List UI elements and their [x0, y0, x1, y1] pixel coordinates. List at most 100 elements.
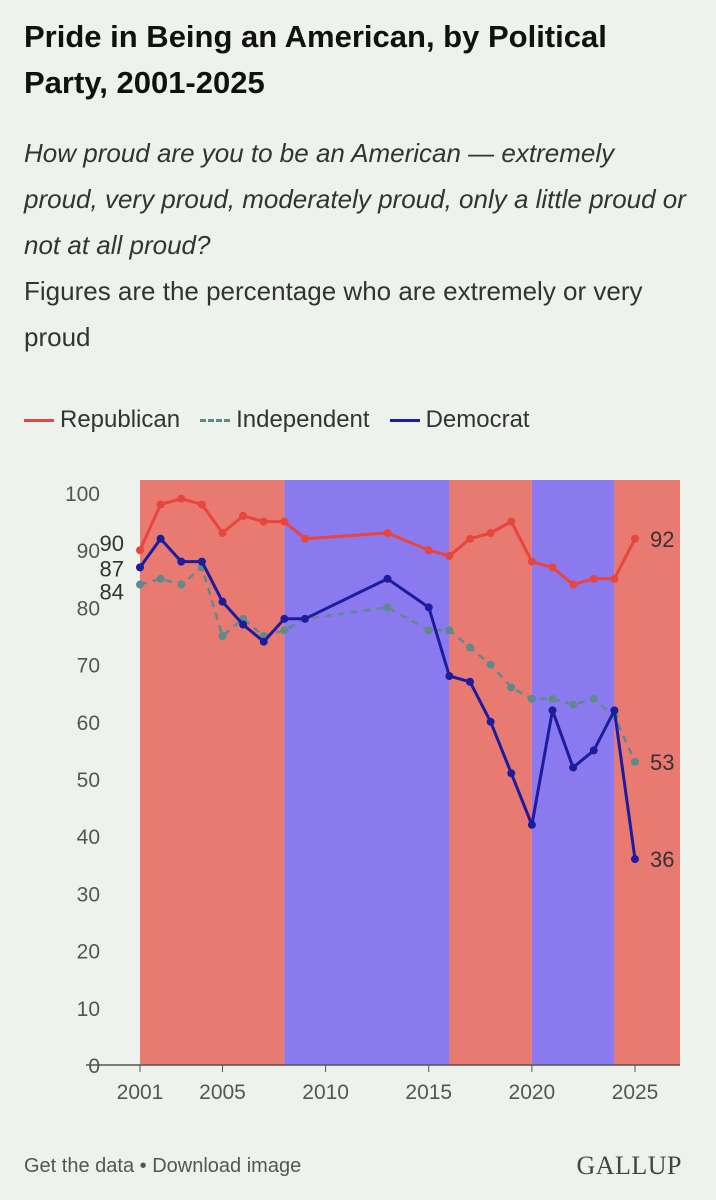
- end-label-independent: 53: [650, 750, 674, 775]
- data-point-democrat-2007: [259, 637, 268, 646]
- data-point-republican-2004: [197, 500, 206, 509]
- end-label-republican: 92: [650, 527, 674, 552]
- data-point-independent-2008: [280, 626, 289, 635]
- data-point-democrat-2009: [301, 614, 309, 623]
- y-tick-label-80: 80: [77, 597, 100, 620]
- get-data-link[interactable]: Get the data: [24, 1155, 135, 1177]
- data-point-republican-2016: [445, 551, 454, 560]
- data-point-republican-2002: [156, 500, 165, 509]
- data-point-democrat-2005: [218, 597, 227, 606]
- gallup-logo[interactable]: GALLUP: [576, 1151, 682, 1180]
- data-point-independent-2023: [589, 694, 598, 703]
- y-tick-label-20: 20: [77, 941, 100, 964]
- chart-title: Pride in Being an American, by Political…: [24, 19, 607, 100]
- data-point-independent-2019: [507, 683, 516, 692]
- legend-item-independent[interactable]: Independent: [200, 406, 370, 434]
- data-point-independent-2005: [218, 632, 227, 640]
- chart-note: Figures are the percentage who are extre…: [24, 276, 643, 352]
- data-point-democrat-2013: [383, 574, 392, 583]
- data-point-independent-2013: [383, 603, 392, 612]
- y-tick-label-10: 10: [77, 998, 100, 1021]
- data-point-democrat-2025: [631, 855, 639, 864]
- end-label-democrat: 36: [650, 847, 674, 872]
- x-tick-label-2010: 2010: [302, 1081, 349, 1104]
- data-point-democrat-2003: [177, 557, 186, 566]
- download-image-link[interactable]: Download image: [152, 1155, 302, 1177]
- data-point-republican-2013: [383, 529, 392, 538]
- background-band-2: [449, 480, 532, 1065]
- data-point-republican-2008: [280, 517, 289, 526]
- data-point-republican-2024: [610, 574, 619, 583]
- data-point-republican-2019: [507, 517, 516, 526]
- y-tick-label-50: 50: [77, 769, 100, 792]
- series-republican: [136, 494, 639, 589]
- legend-item-democrat[interactable]: Democrat: [389, 406, 530, 434]
- data-point-democrat-2024: [610, 706, 619, 715]
- y-tick-label-90: 90: [77, 540, 100, 563]
- data-point-republican-2007: [259, 517, 268, 526]
- background-band-0: [140, 480, 285, 1065]
- data-point-independent-2021: [548, 694, 557, 703]
- y-tick-label-30: 30: [77, 883, 100, 906]
- data-point-democrat-2002: [156, 534, 165, 543]
- line-chart: 0 10 20 30 40 50 60 70 80 90 100 2001 2005 2010 2015 20…: [65, 480, 680, 1104]
- legend-item-republican[interactable]: Republican: [24, 406, 180, 434]
- y-tick-label-40: 40: [77, 826, 100, 849]
- data-point-republican-2009: [301, 534, 309, 543]
- start-label-democrat: 87: [100, 556, 124, 581]
- x-tick-label-2005: 2005: [199, 1081, 246, 1104]
- data-point-democrat-2019: [507, 769, 516, 778]
- start-label-independent: 84: [100, 580, 124, 605]
- y-tick-label-0: 0: [88, 1055, 100, 1078]
- data-point-independent-2025: [631, 757, 639, 766]
- legend-swatch-republican: [24, 418, 54, 422]
- data-point-republican-2020: [527, 557, 536, 566]
- data-point-independent-2016: [445, 626, 454, 635]
- data-point-independent-2003: [177, 580, 186, 589]
- start-label-republican: 90: [100, 531, 124, 556]
- chart-subtitle: How proud are you to be an American — ex…: [24, 138, 686, 260]
- data-point-republican-2006: [239, 511, 248, 520]
- data-point-independent-2018: [486, 660, 495, 669]
- y-tick-label-70: 70: [77, 655, 100, 678]
- background-band-3: [531, 480, 615, 1065]
- data-point-republican-2023: [589, 574, 598, 583]
- data-point-democrat-2001: [136, 563, 144, 572]
- data-point-democrat-2022: [569, 763, 578, 772]
- x-tick-label-2015: 2015: [405, 1081, 452, 1104]
- data-point-democrat-2004: [197, 557, 206, 566]
- data-point-republican-2001: [136, 546, 144, 555]
- x-tick-label-2020: 2020: [509, 1081, 556, 1104]
- data-point-democrat-2016: [445, 672, 454, 681]
- data-point-independent-2022: [569, 700, 578, 709]
- data-point-republican-2015: [424, 546, 433, 555]
- background-band-4: [614, 480, 680, 1065]
- legend-label-independent: Independent: [236, 406, 370, 433]
- legend-swatch-democrat: [389, 418, 420, 422]
- x-tick-label-2001: 2001: [117, 1081, 164, 1104]
- data-point-republican-2017: [466, 534, 474, 543]
- data-point-independent-2002: [156, 574, 165, 583]
- legend-label-republican: Republican: [60, 406, 181, 433]
- series-democrat: [136, 534, 639, 864]
- background-band-1: [284, 480, 450, 1065]
- footer-separator: •: [139, 1155, 147, 1177]
- data-point-republican-2005: [218, 529, 227, 538]
- data-point-independent-2001: [136, 580, 144, 589]
- data-point-republican-2025: [631, 534, 639, 543]
- data-point-republican-2018: [486, 529, 495, 538]
- data-point-democrat-2020: [527, 820, 536, 829]
- data-point-democrat-2018: [486, 717, 495, 726]
- data-point-independent-2017: [466, 643, 474, 652]
- data-point-republican-2003: [177, 494, 186, 503]
- data-point-democrat-2021: [548, 706, 557, 715]
- chart-legend: Republican Independent Democrat: [24, 400, 550, 440]
- x-tick-label-2025: 2025: [612, 1081, 659, 1104]
- data-point-democrat-2006: [239, 620, 248, 629]
- data-point-republican-2021: [548, 563, 557, 572]
- data-point-democrat-2017: [466, 677, 474, 686]
- data-point-independent-2015: [424, 626, 433, 635]
- data-point-democrat-2015: [424, 603, 433, 612]
- legend-label-democrat: Democrat: [425, 406, 530, 433]
- data-point-independent-2020: [527, 694, 536, 703]
